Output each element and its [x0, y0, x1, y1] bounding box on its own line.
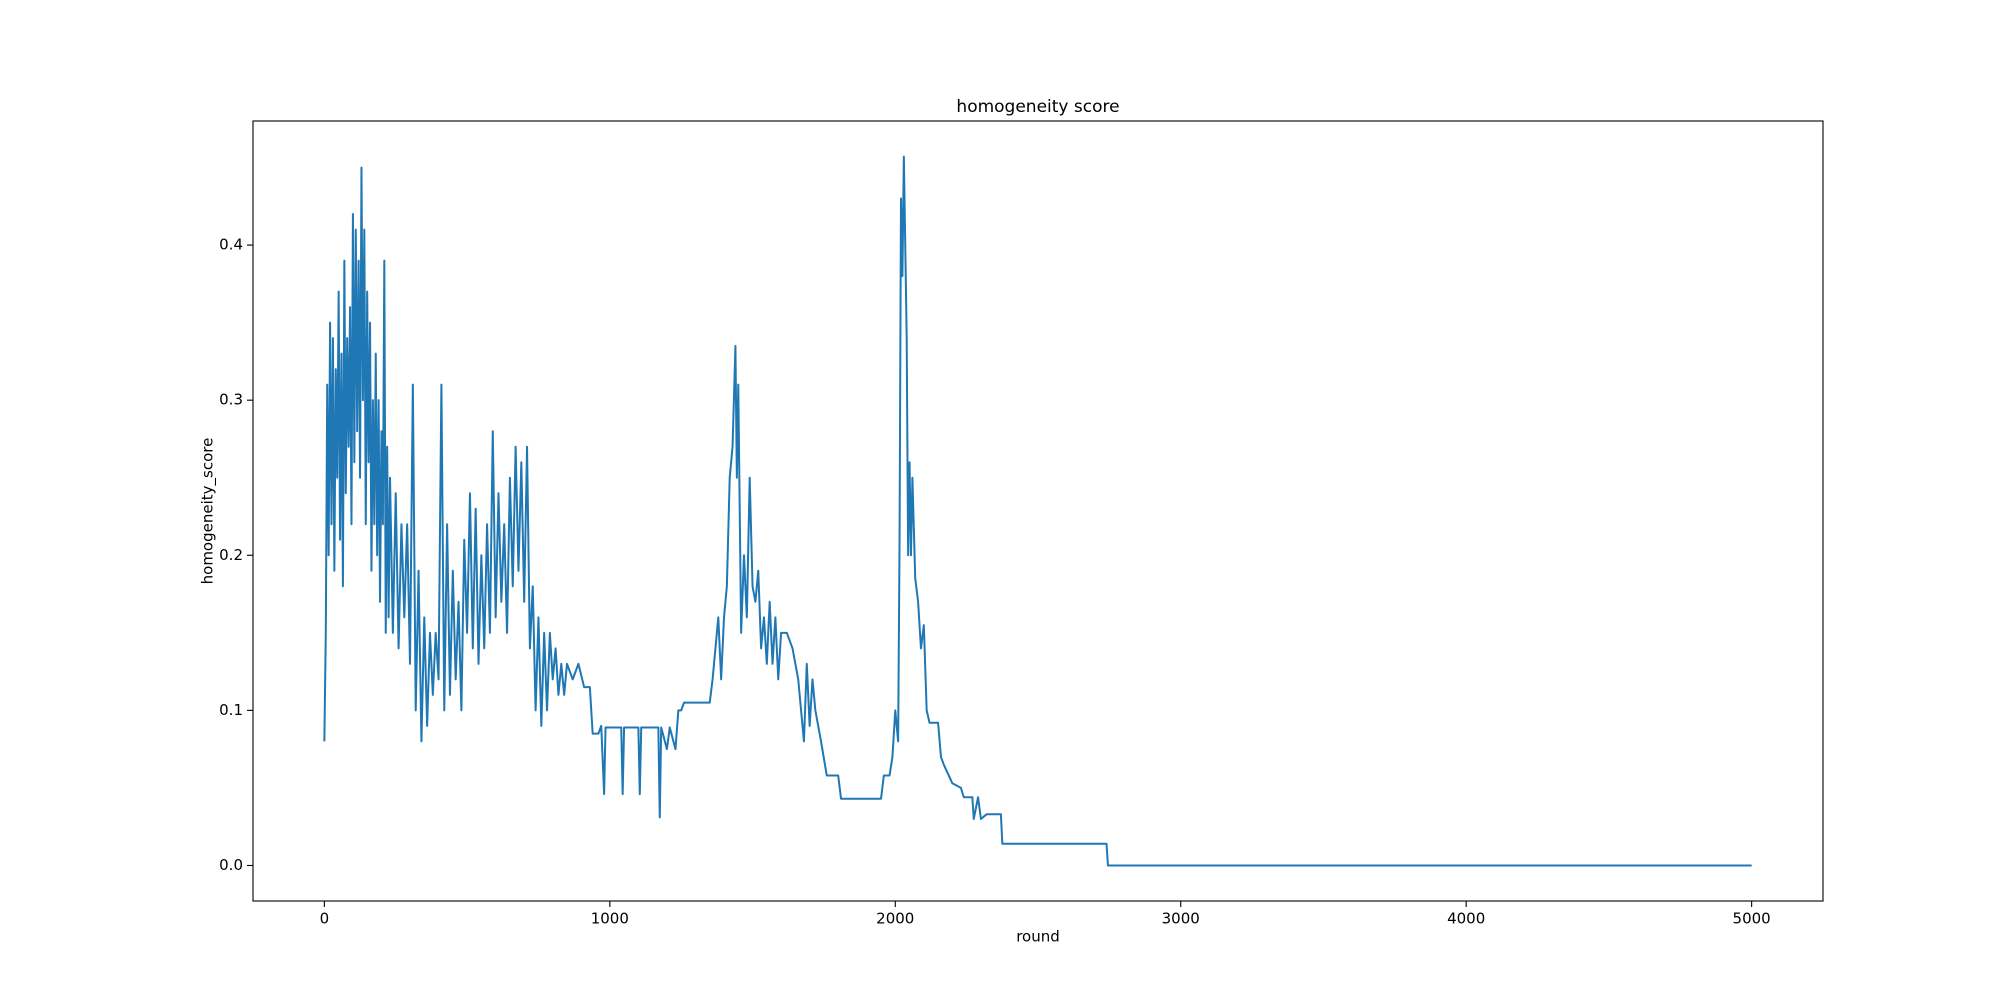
y-tick-label: 0.0 [219, 856, 243, 874]
y-tick-label: 0.3 [219, 391, 243, 409]
x-tick-label: 3000 [1162, 910, 1200, 928]
x-tick-label: 0 [320, 910, 330, 928]
x-tick-label: 2000 [876, 910, 914, 928]
y-tick-label: 0.1 [219, 701, 243, 719]
plot-frame [252, 120, 1824, 902]
x-tick-label: 5000 [1733, 910, 1771, 928]
y-tick-label: 0.4 [219, 236, 243, 254]
y-tick-label: 0.2 [219, 546, 243, 564]
x-axis-label: round [1016, 928, 1060, 946]
data-line [323, 155, 1752, 867]
y-axis-label: homogeneity_score [199, 438, 218, 585]
x-tick-label: 1000 [591, 910, 629, 928]
x-tick-label: 4000 [1447, 910, 1485, 928]
chart-title: homogeneity score [956, 97, 1119, 117]
